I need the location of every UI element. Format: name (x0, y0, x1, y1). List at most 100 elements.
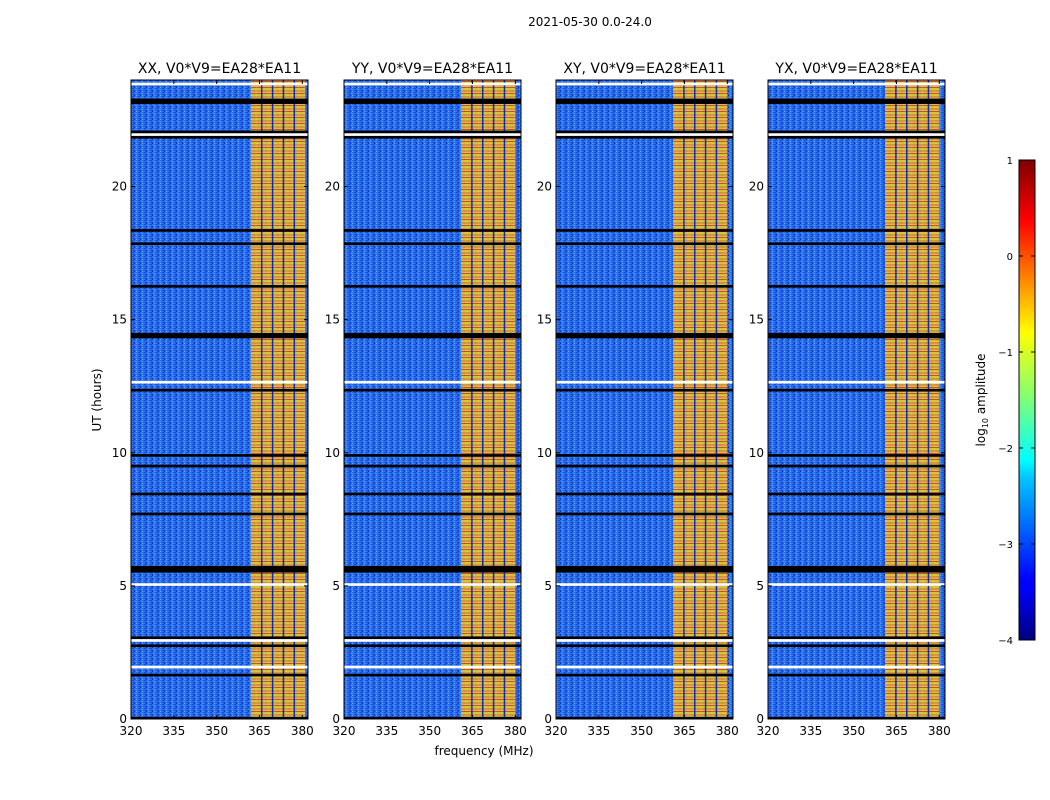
flagged-row (344, 332, 521, 339)
flagged-row (556, 332, 733, 339)
y-tick-label: 15 (325, 313, 340, 327)
flagged-row (768, 512, 945, 516)
flagged-row (131, 492, 308, 496)
x-axis-label: frequency (MHz) (434, 744, 533, 758)
flagged-row (131, 636, 308, 640)
flagged-row (344, 285, 521, 288)
colorbar: 1 0 −1 −2 −3 −4 log10 amplitude (974, 156, 1036, 647)
data-gap (768, 380, 945, 384)
flagged-row (556, 242, 733, 246)
flagged-row (131, 565, 308, 573)
y-tick-label: 10 (325, 446, 340, 460)
x-tick-label: 380 (291, 724, 314, 738)
data-gap (344, 133, 521, 136)
data-gap (131, 583, 308, 586)
flagged-row (344, 242, 521, 246)
flagged-row (768, 644, 945, 648)
data-gap (344, 665, 521, 669)
flagged-row (344, 492, 521, 496)
data-gap (131, 133, 308, 136)
flagged-row (556, 285, 733, 288)
x-tick-label: 350 (205, 724, 228, 738)
flagged-row (556, 454, 733, 457)
panels-group: XX, V0*V9=EA28*EA11 320 335 350 365 380 0 5 10 15… (112, 61, 951, 738)
flagged-row (131, 98, 308, 104)
flagged-row (344, 454, 521, 457)
flagged-row (131, 512, 308, 516)
y-tick-label: 20 (537, 180, 552, 194)
flagged-row (344, 464, 521, 468)
y-axis-label: UT (hours) (90, 368, 104, 431)
data-gap (556, 665, 733, 669)
flagged-row (131, 454, 308, 457)
y-tick-label: 15 (537, 313, 552, 327)
x-tick-label: 350 (842, 724, 865, 738)
flagged-row (768, 285, 945, 288)
flagged-row (556, 388, 733, 392)
data-gap (768, 665, 945, 669)
data-gap (344, 639, 521, 642)
x-tick-label: 350 (418, 724, 441, 738)
y-tick-label: 5 (544, 579, 552, 593)
panel-title: YX, V0*V9=EA28*EA11 (774, 61, 937, 77)
y-tick-label: 20 (749, 180, 764, 194)
flagged-row (768, 464, 945, 468)
x-tick-label: 335 (162, 724, 185, 738)
data-gap (768, 583, 945, 586)
flagged-row (768, 98, 945, 104)
flagged-row (768, 388, 945, 392)
y-tick-label: 15 (112, 313, 127, 327)
x-tick-label: 320 (545, 724, 568, 738)
flagged-row (344, 644, 521, 648)
colorbar-gradient (1018, 159, 1036, 641)
y-tick-label: 20 (112, 180, 127, 194)
x-tick-label: 335 (375, 724, 398, 738)
y-tick-label: 0 (544, 712, 552, 726)
flagged-row (131, 388, 308, 392)
data-gap (768, 82, 945, 86)
y-tick-label: 5 (119, 579, 127, 593)
flagged-row (556, 229, 733, 232)
data-gap (131, 665, 308, 669)
x-tick-label: 320 (120, 724, 143, 738)
data-gap (131, 82, 308, 86)
data-gap (768, 133, 945, 136)
panel-3: XY, V0*V9=EA28*EA11 320 335 350 365 380 0 5 10 15… (537, 61, 739, 738)
rfi-band (461, 80, 516, 719)
rfi-band (885, 80, 940, 719)
y-tick-label: 0 (332, 712, 340, 726)
flagged-row (556, 716, 733, 719)
flagged-row (344, 512, 521, 516)
flagged-row (768, 229, 945, 232)
flagged-row (131, 464, 308, 468)
data-gap (556, 583, 733, 586)
flagged-row (768, 242, 945, 246)
flagged-row (344, 98, 521, 104)
flagged-row (556, 464, 733, 468)
panel-1: XX, V0*V9=EA28*EA11 320 335 350 365 380 0 5 10 15… (112, 61, 314, 738)
flagged-row (768, 716, 945, 719)
flagged-row (556, 565, 733, 573)
flagged-row (344, 388, 521, 392)
colorbar-tick-label: −4 (998, 636, 1013, 647)
flagged-row (131, 242, 308, 246)
flagged-row (556, 673, 733, 677)
x-tick-label: 365 (673, 724, 696, 738)
flagged-row (344, 716, 521, 719)
y-tick-label: 10 (112, 446, 127, 460)
x-tick-label: 335 (587, 724, 610, 738)
flagged-row (131, 332, 308, 339)
flagged-row (344, 229, 521, 232)
x-tick-label: 380 (504, 724, 527, 738)
y-tick-label: 0 (119, 712, 127, 726)
data-gap (556, 380, 733, 384)
x-tick-label: 365 (248, 724, 271, 738)
panel-2: YY, V0*V9=EA28*EA11 320 335 350 365 380 0 5 10 15… (325, 61, 527, 738)
flagged-row (131, 285, 308, 288)
flagged-row (344, 636, 521, 640)
rfi-band (673, 80, 728, 719)
colorbar-tick-label: 1 (1007, 156, 1013, 167)
flagged-row (131, 644, 308, 648)
x-tick-label: 320 (333, 724, 356, 738)
